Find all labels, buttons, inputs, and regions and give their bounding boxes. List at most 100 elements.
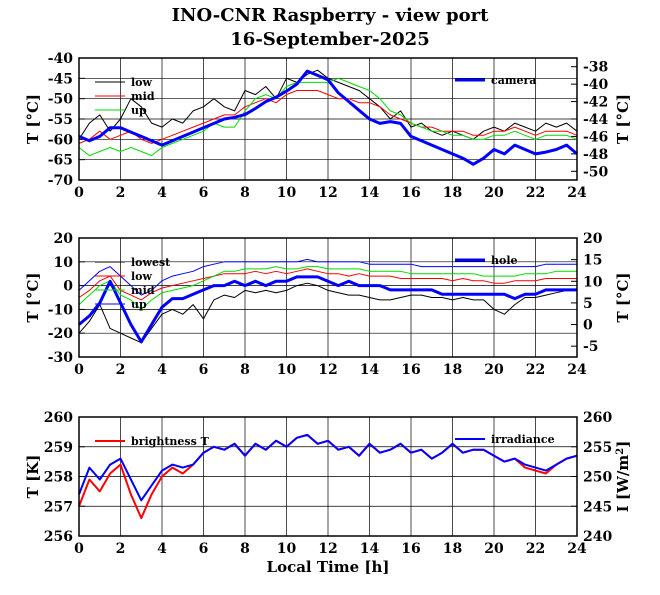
- y-axis-label: T [°C]: [24, 272, 42, 322]
- legend-label: camera: [491, 74, 536, 87]
- y2-tick-label: -48: [583, 147, 608, 163]
- y2-tick-label: 10: [583, 274, 603, 290]
- y2-tick-label: -5: [583, 339, 599, 355]
- legend-label: mid: [131, 90, 155, 103]
- y2-tick-label: 240: [583, 529, 612, 545]
- x-tick-label: 14: [360, 541, 380, 557]
- y2-tick-label: 250: [583, 470, 612, 486]
- y-tick-label: 260: [44, 410, 73, 426]
- x-axis-label: Local Time [h]: [267, 558, 390, 576]
- x-tick-label: 24: [567, 362, 587, 378]
- y-tick-label: 257: [44, 499, 73, 515]
- chart-subtitle: 16-September-2025: [230, 29, 429, 50]
- x-tick-label: 22: [526, 362, 545, 378]
- y2-tick-label: 20: [583, 231, 603, 247]
- y2-tick-label: -44: [583, 112, 609, 128]
- y2-axis-label: I [W/m2]: [614, 441, 632, 513]
- x-tick-label: 10: [277, 362, 297, 378]
- y2-tick-label: -46: [583, 129, 608, 145]
- x-tick-label: 24: [567, 185, 587, 201]
- x-tick-label: 4: [157, 362, 167, 378]
- x-tick-label: 8: [240, 541, 250, 557]
- y2-tick-label: 15: [583, 253, 602, 269]
- y2-axis-label: T [°C]: [614, 272, 632, 322]
- y-tick-label: -10: [48, 302, 74, 318]
- y-axis-label: T [°C]: [24, 94, 42, 144]
- plot-frame: [78, 57, 578, 181]
- series-line-mid: [78, 90, 578, 144]
- y2-tick-label: 5: [583, 296, 593, 312]
- x-tick-label: 16: [401, 541, 420, 557]
- y-tick-label: 0: [63, 279, 73, 295]
- series-line-camera: [78, 69, 578, 166]
- y2-axis-label: T [°C]: [614, 94, 632, 144]
- x-tick-label: 12: [318, 185, 337, 201]
- legend-label: lowest: [131, 256, 171, 269]
- panel-1: -40-45-50-55-60-65-70-38-40-42-44-46-48-…: [24, 51, 632, 201]
- legend-label: low: [131, 76, 153, 89]
- series-line-up: [78, 258, 577, 296]
- x-tick-label: 16: [401, 362, 420, 378]
- x-tick-label: 20: [484, 185, 504, 201]
- y2-tick-label: -40: [583, 77, 609, 93]
- y-tick-label: 10: [54, 255, 74, 271]
- series-line-hole: [78, 275, 577, 344]
- legend-label: low: [131, 270, 153, 283]
- x-tick-label: 8: [240, 362, 250, 378]
- x-tick-label: 2: [116, 185, 126, 201]
- x-tick-label: 8: [240, 185, 250, 201]
- y-tick-label: -30: [48, 350, 74, 366]
- x-tick-label: 20: [484, 541, 504, 557]
- y-tick-label: -60: [48, 132, 74, 148]
- legend-label: irradiance: [491, 433, 555, 446]
- x-tick-label: 22: [526, 185, 545, 201]
- chart-title: INO-CNR Raspberry - view port: [172, 5, 489, 26]
- y2-tick-label: 260: [583, 410, 612, 426]
- series-line-mid: [78, 266, 577, 310]
- legend-label: up: [131, 298, 147, 311]
- x-tick-label: 4: [157, 541, 167, 557]
- panels: -40-45-50-55-60-65-70-38-40-42-44-46-48-…: [24, 51, 632, 557]
- series-line-up: [78, 77, 578, 157]
- y-tick-label: -20: [48, 326, 74, 342]
- y-tick-label: 258: [44, 470, 73, 486]
- x-tick-label: 18: [443, 185, 462, 201]
- y-tick-label: -55: [48, 112, 73, 128]
- y2-tick-label: -38: [583, 60, 608, 76]
- x-tick-label: 6: [199, 362, 209, 378]
- y-tick-label: -45: [48, 71, 73, 87]
- x-tick-label: 14: [360, 185, 380, 201]
- x-tick-label: 2: [116, 362, 126, 378]
- series-line-irradiance: [78, 433, 578, 502]
- x-tick-label: 10: [277, 541, 297, 557]
- x-tick-label: 12: [318, 541, 337, 557]
- y-tick-label: -70: [48, 173, 74, 189]
- x-tick-label: 10: [277, 185, 297, 201]
- x-tick-label: 0: [74, 362, 84, 378]
- y2-tick-label: -42: [583, 95, 608, 111]
- x-tick-label: 6: [199, 185, 209, 201]
- x-tick-label: 0: [74, 185, 84, 201]
- y2-tick-label: 255: [583, 440, 612, 456]
- plot-frame: [78, 416, 578, 537]
- y2-tick-label: 0: [583, 318, 593, 334]
- x-tick-label: 18: [443, 541, 462, 557]
- x-tick-label: 14: [360, 362, 380, 378]
- x-tick-label: 6: [199, 541, 209, 557]
- legend-label: hole: [491, 254, 518, 267]
- x-tick-label: 20: [484, 362, 504, 378]
- series-line-lowest: [78, 282, 577, 344]
- y-tick-label: 20: [54, 231, 74, 247]
- legend-label: mid: [131, 284, 155, 297]
- y2-tick-label: 245: [583, 499, 612, 515]
- x-tick-label: 0: [74, 541, 84, 557]
- y-tick-label: -50: [48, 92, 74, 108]
- x-tick-label: 18: [443, 362, 462, 378]
- x-tick-label: 24: [567, 541, 587, 557]
- x-tick-label: 16: [401, 185, 420, 201]
- legend-label: up: [131, 104, 147, 117]
- x-tick-label: 2: [116, 541, 126, 557]
- series-line-low: [78, 268, 577, 301]
